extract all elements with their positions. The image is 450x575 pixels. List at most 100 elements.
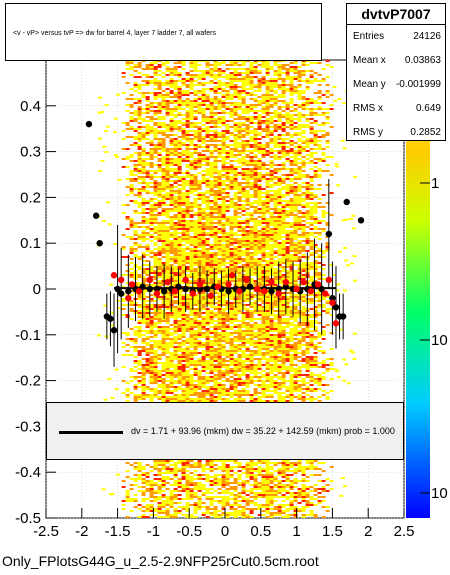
density-cell	[201, 350, 206, 352]
density-cell	[157, 66, 162, 68]
density-cell	[205, 388, 210, 390]
density-cell	[129, 98, 134, 100]
density-cell	[165, 176, 170, 178]
density-cell	[233, 394, 238, 396]
density-cell	[225, 94, 230, 96]
density-cell	[177, 388, 182, 390]
density-cell	[177, 386, 182, 388]
density-cell	[145, 364, 150, 366]
density-cell	[125, 148, 130, 150]
density-cell	[173, 222, 178, 224]
density-cell	[201, 244, 206, 246]
density-cell	[149, 320, 154, 322]
density-cell	[201, 178, 206, 180]
density-cell	[141, 222, 146, 224]
density-cell	[153, 376, 158, 378]
density-cell	[229, 514, 234, 516]
density-cell	[165, 160, 170, 162]
density-cell	[221, 376, 226, 378]
density-cell	[177, 280, 182, 282]
density-cell	[133, 166, 138, 168]
density-cell	[129, 368, 134, 370]
density-cell	[209, 388, 214, 390]
density-cell	[197, 504, 202, 506]
density-cell	[141, 474, 146, 476]
density-cell	[237, 320, 242, 322]
density-cell	[157, 266, 162, 268]
density-cell	[149, 150, 154, 152]
density-cell	[193, 130, 198, 132]
density-cell	[177, 506, 182, 508]
density-cell	[209, 262, 214, 264]
density-cell	[189, 174, 194, 176]
density-cell	[221, 226, 226, 228]
density-cell	[193, 512, 198, 514]
density-cell	[133, 138, 138, 140]
density-cell	[165, 236, 170, 238]
density-cell	[213, 366, 218, 368]
density-cell	[241, 98, 246, 100]
density-cell	[157, 358, 162, 360]
density-cell	[189, 358, 194, 360]
density-cell	[217, 358, 222, 360]
density-cell	[177, 142, 182, 144]
density-cell	[217, 106, 222, 108]
density-cell	[181, 118, 186, 120]
density-cell	[149, 316, 154, 318]
density-cell	[193, 74, 198, 76]
density-cell	[201, 170, 206, 172]
density-cell	[149, 206, 154, 208]
density-cell	[229, 384, 234, 386]
density-cell	[173, 210, 178, 212]
density-cell	[177, 98, 182, 100]
density-cell	[181, 186, 186, 188]
density-cell	[169, 150, 174, 152]
density-cell	[197, 488, 202, 490]
density-cell	[157, 282, 162, 284]
density-cell	[185, 492, 190, 494]
density-cell	[201, 376, 206, 378]
density-cell	[225, 86, 230, 88]
density-cell	[225, 466, 230, 468]
density-cell	[165, 372, 170, 374]
density-cell	[137, 464, 142, 466]
density-cell	[133, 244, 138, 246]
density-cell	[193, 236, 198, 238]
density-cell	[233, 340, 238, 342]
density-cell	[217, 88, 222, 90]
density-cell	[165, 186, 170, 188]
density-cell	[157, 200, 162, 202]
density-cell	[189, 74, 194, 76]
density-cell	[241, 316, 246, 318]
density-cell	[185, 388, 190, 390]
density-cell	[233, 166, 238, 168]
density-cell	[173, 276, 178, 278]
density-cell	[149, 350, 154, 352]
density-cell	[193, 134, 198, 136]
density-cell	[205, 248, 210, 250]
density-cell	[221, 478, 226, 480]
density-cell	[217, 268, 222, 270]
density-cell	[205, 206, 210, 208]
density-cell	[221, 350, 226, 352]
density-cell	[189, 482, 194, 484]
density-cell	[225, 200, 230, 202]
density-cell	[189, 250, 194, 252]
density-cell	[149, 272, 154, 274]
density-cell	[237, 228, 242, 230]
density-cell	[165, 334, 170, 336]
density-cell	[185, 366, 190, 368]
density-cell	[185, 324, 190, 326]
density-cell	[229, 188, 234, 190]
density-cell	[241, 194, 246, 196]
density-cell	[165, 260, 170, 262]
density-cell	[181, 180, 186, 182]
density-cell	[209, 278, 214, 280]
density-cell	[201, 362, 206, 364]
density-cell	[181, 398, 186, 400]
density-cell	[165, 252, 170, 254]
density-cell	[177, 224, 182, 226]
density-cell	[161, 140, 166, 142]
density-cell	[241, 506, 246, 508]
density-cell	[193, 138, 198, 140]
